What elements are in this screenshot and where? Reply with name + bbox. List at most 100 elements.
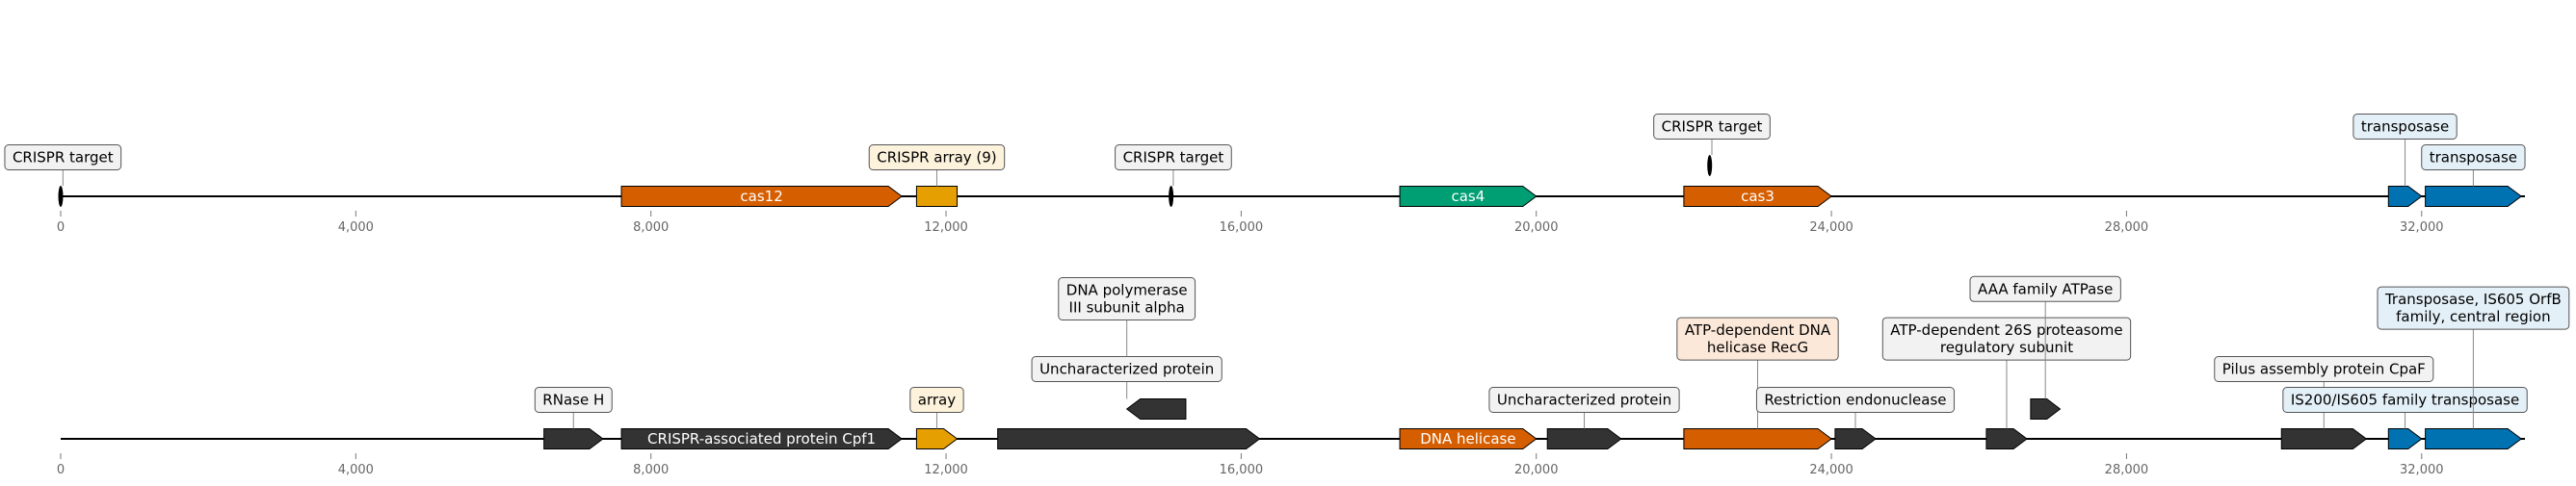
feature-label: cas4 [1451, 188, 1485, 205]
feature-shape[interactable] [1125, 398, 1187, 420]
uncharacterized-protein-2[interactable]: Uncharacterized protein [1031, 356, 1222, 420]
callout-text: regulatory subunit [1940, 339, 2073, 356]
feature-shape[interactable] [1399, 428, 1538, 449]
callout-text: Pilus assembly protein CpaF [2222, 361, 2426, 378]
callout-box [2214, 356, 2434, 382]
callout-text: transposase [2361, 118, 2449, 136]
crispr-associated-protein-cpf1[interactable]: CRISPR-associated protein Cpf1 [620, 428, 903, 449]
callout-text: DNA polymerase [1066, 282, 1188, 299]
feature-shape[interactable] [1683, 428, 1832, 449]
feature-shape[interactable] [1683, 186, 1832, 207]
callout-text: CRISPR target [1123, 149, 1224, 166]
callout-box [1969, 275, 2121, 302]
track-top: 0 4,000 8,000 12,000 16,000 20,000 24,000 28,00… [4, 114, 2526, 235]
callout-box [1488, 387, 1680, 413]
feature-shape[interactable] [2280, 428, 2368, 449]
tick-label: 0 [57, 220, 65, 235]
callout-box [2377, 286, 2570, 330]
crispr-target-3[interactable]: CRISPR target [1653, 114, 1771, 177]
feature-shape[interactable] [2425, 186, 2523, 207]
tick-label: 8,000 [633, 220, 669, 235]
tick-label: 4,000 [338, 463, 374, 477]
feature-shape[interactable] [915, 186, 959, 207]
feature-shape[interactable] [543, 428, 604, 449]
aaa-family-atpase[interactable]: AAA family ATPase [1969, 275, 2121, 420]
tick-label: 16,000 [1220, 463, 1264, 477]
callout-text: CRISPR target [1662, 118, 1763, 136]
is200-is605-family-transposase[interactable]: IS200/IS605 family transposase [2282, 387, 2528, 449]
callout-box [1058, 277, 1196, 320]
feature-shape[interactable] [1985, 428, 2028, 449]
restriction-endonuclease[interactable]: Restriction endonuclease [1755, 387, 1956, 449]
callout-text: III subunit alpha [1069, 299, 1185, 317]
tick-label: 24,000 [1809, 220, 1853, 235]
tick-label: 20,000 [1514, 220, 1559, 235]
dna-helicase[interactable]: DNA helicase [1399, 428, 1538, 449]
callout-text: Restriction endonuclease [1764, 392, 1946, 409]
callout-box [1676, 317, 1839, 361]
callout-text: CRISPR array (9) [877, 149, 996, 166]
tick-label: 28,000 [2105, 463, 2149, 477]
callout-box [2353, 114, 2458, 140]
callout-text: family, central region [2396, 308, 2550, 325]
feature-label: cas3 [1741, 188, 1774, 205]
feature-shape[interactable] [1399, 186, 1538, 207]
crispr-target-2[interactable]: CRISPR target [1115, 144, 1232, 208]
feature-label: CRISPR-associated protein Cpf1 [647, 430, 876, 448]
feature-shape[interactable] [620, 428, 903, 449]
callout-box [909, 387, 964, 413]
callout-text: transposase [2430, 149, 2517, 166]
feature-shape[interactable] [2387, 186, 2423, 207]
uncharacterized-protein-1[interactable] [997, 428, 1261, 449]
callout-text: AAA family ATPase [1978, 280, 2113, 297]
tick-label: 12,000 [924, 220, 968, 235]
rnase-h[interactable]: RNase H [534, 387, 613, 449]
cas12[interactable]: cas12 [620, 186, 903, 207]
callout-text: Transposase, IS605 OrfB [2384, 291, 2562, 308]
marker-shape[interactable] [58, 186, 64, 207]
feature-shape[interactable] [997, 428, 1261, 449]
uncharacterized-protein-3[interactable]: Uncharacterized protein [1488, 387, 1680, 449]
track-bottom: 0 4,000 8,000 12,000 16,000 20,000 24,000 28,00… [57, 275, 2570, 477]
feature-shape[interactable] [1834, 428, 1877, 449]
tick-label: 32,000 [2400, 463, 2444, 477]
array[interactable]: array [909, 387, 964, 449]
callout-text: IS200/IS605 family transposase [2291, 392, 2519, 409]
cas4[interactable]: cas4 [1399, 186, 1538, 207]
feature-shape[interactable] [2387, 428, 2423, 449]
callout-box [868, 144, 1006, 170]
crispr-target-1[interactable]: CRISPR target [4, 144, 122, 208]
callout-box [2421, 144, 2526, 170]
callout-text: RNase H [542, 392, 604, 409]
feature-shape[interactable] [915, 428, 959, 449]
transposase-1[interactable]: transposase [2353, 114, 2458, 207]
tick-label: 28,000 [2105, 220, 2149, 235]
transposase-2[interactable]: transposase [2421, 144, 2526, 207]
cas3[interactable]: cas3 [1683, 186, 1832, 207]
callout-text: Uncharacterized protein [1497, 392, 1671, 409]
callout-box [1115, 144, 1232, 170]
feature-shape[interactable] [2030, 398, 2062, 420]
tick-label: 8,000 [633, 463, 669, 477]
marker-shape[interactable] [1707, 155, 1713, 176]
callout-box [1755, 387, 1956, 413]
feature-label: DNA helicase [1420, 430, 1515, 448]
feature-shape[interactable] [620, 186, 903, 207]
feature-shape[interactable] [1546, 428, 1622, 449]
tick-label: 12,000 [924, 463, 968, 477]
crispr-array[interactable]: CRISPR array (9) [868, 144, 1006, 207]
feature-label: cas12 [740, 188, 782, 205]
callout-text: array [918, 392, 956, 409]
marker-shape[interactable] [1169, 186, 1174, 207]
feature-shape[interactable] [2425, 428, 2523, 449]
tick-label: 4,000 [338, 220, 374, 235]
tick-label: 20,000 [1514, 463, 1559, 477]
tick-label: 0 [57, 463, 65, 477]
pilus-assembly-protein-cpaf[interactable]: Pilus assembly protein CpaF [2214, 356, 2434, 449]
callout-box [534, 387, 613, 413]
